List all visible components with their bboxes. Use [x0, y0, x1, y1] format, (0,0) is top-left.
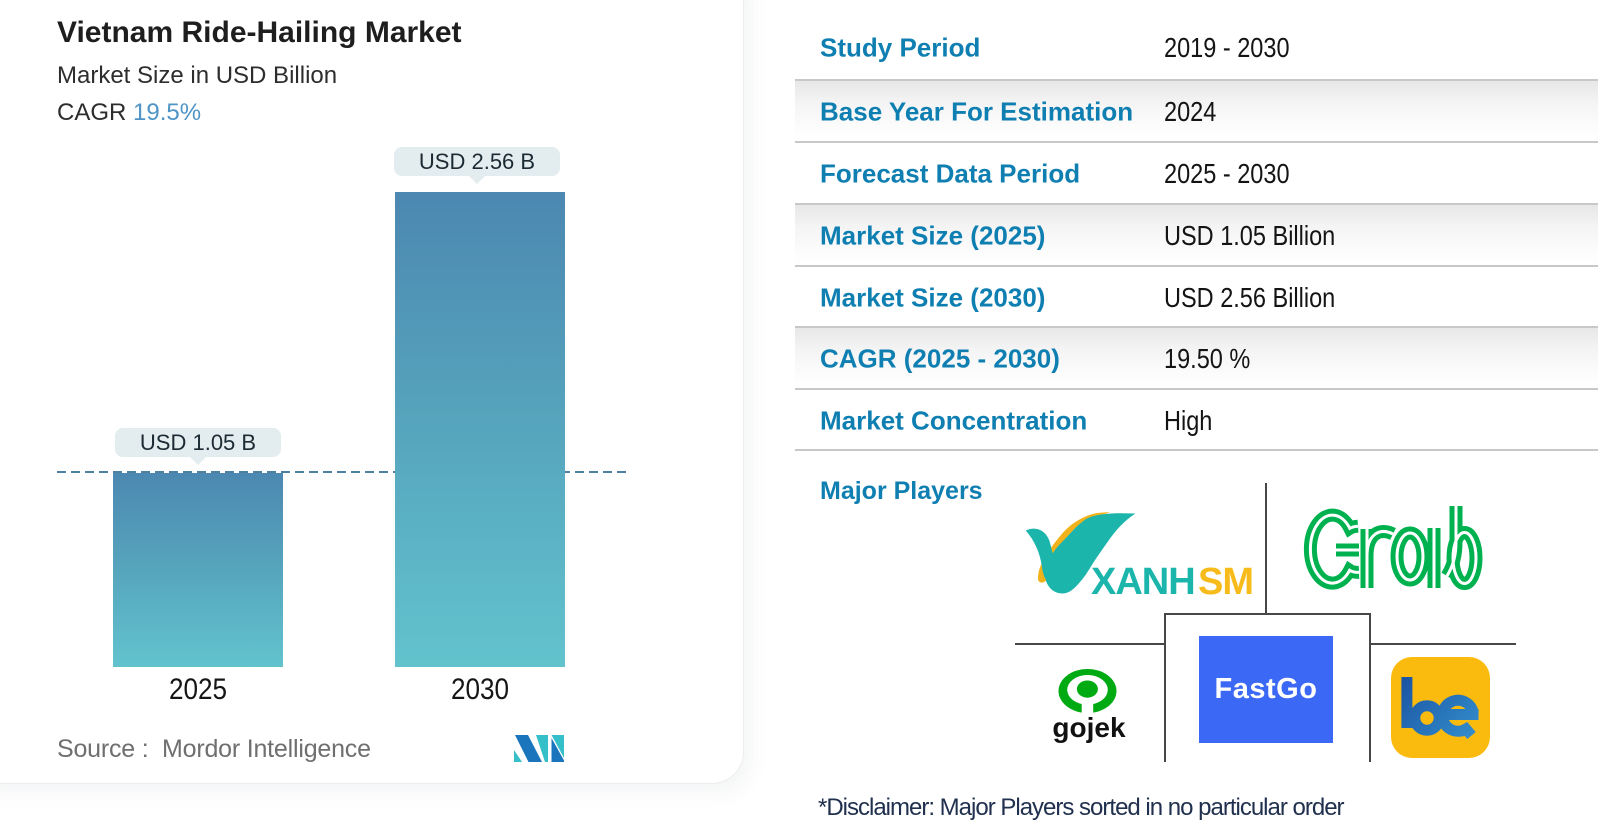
svg-text:SM: SM — [1198, 561, 1253, 598]
svg-text:XANH: XANH — [1091, 561, 1195, 598]
